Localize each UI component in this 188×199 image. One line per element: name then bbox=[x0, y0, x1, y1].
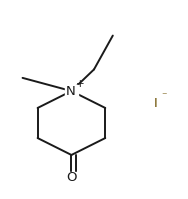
Text: I: I bbox=[154, 97, 158, 110]
Text: ⁻: ⁻ bbox=[162, 92, 167, 102]
Text: +: + bbox=[76, 79, 85, 90]
Bar bbox=[65, 85, 78, 97]
Bar bbox=[150, 98, 162, 109]
Bar bbox=[66, 172, 77, 183]
Text: O: O bbox=[66, 171, 77, 184]
Text: N: N bbox=[66, 85, 75, 98]
